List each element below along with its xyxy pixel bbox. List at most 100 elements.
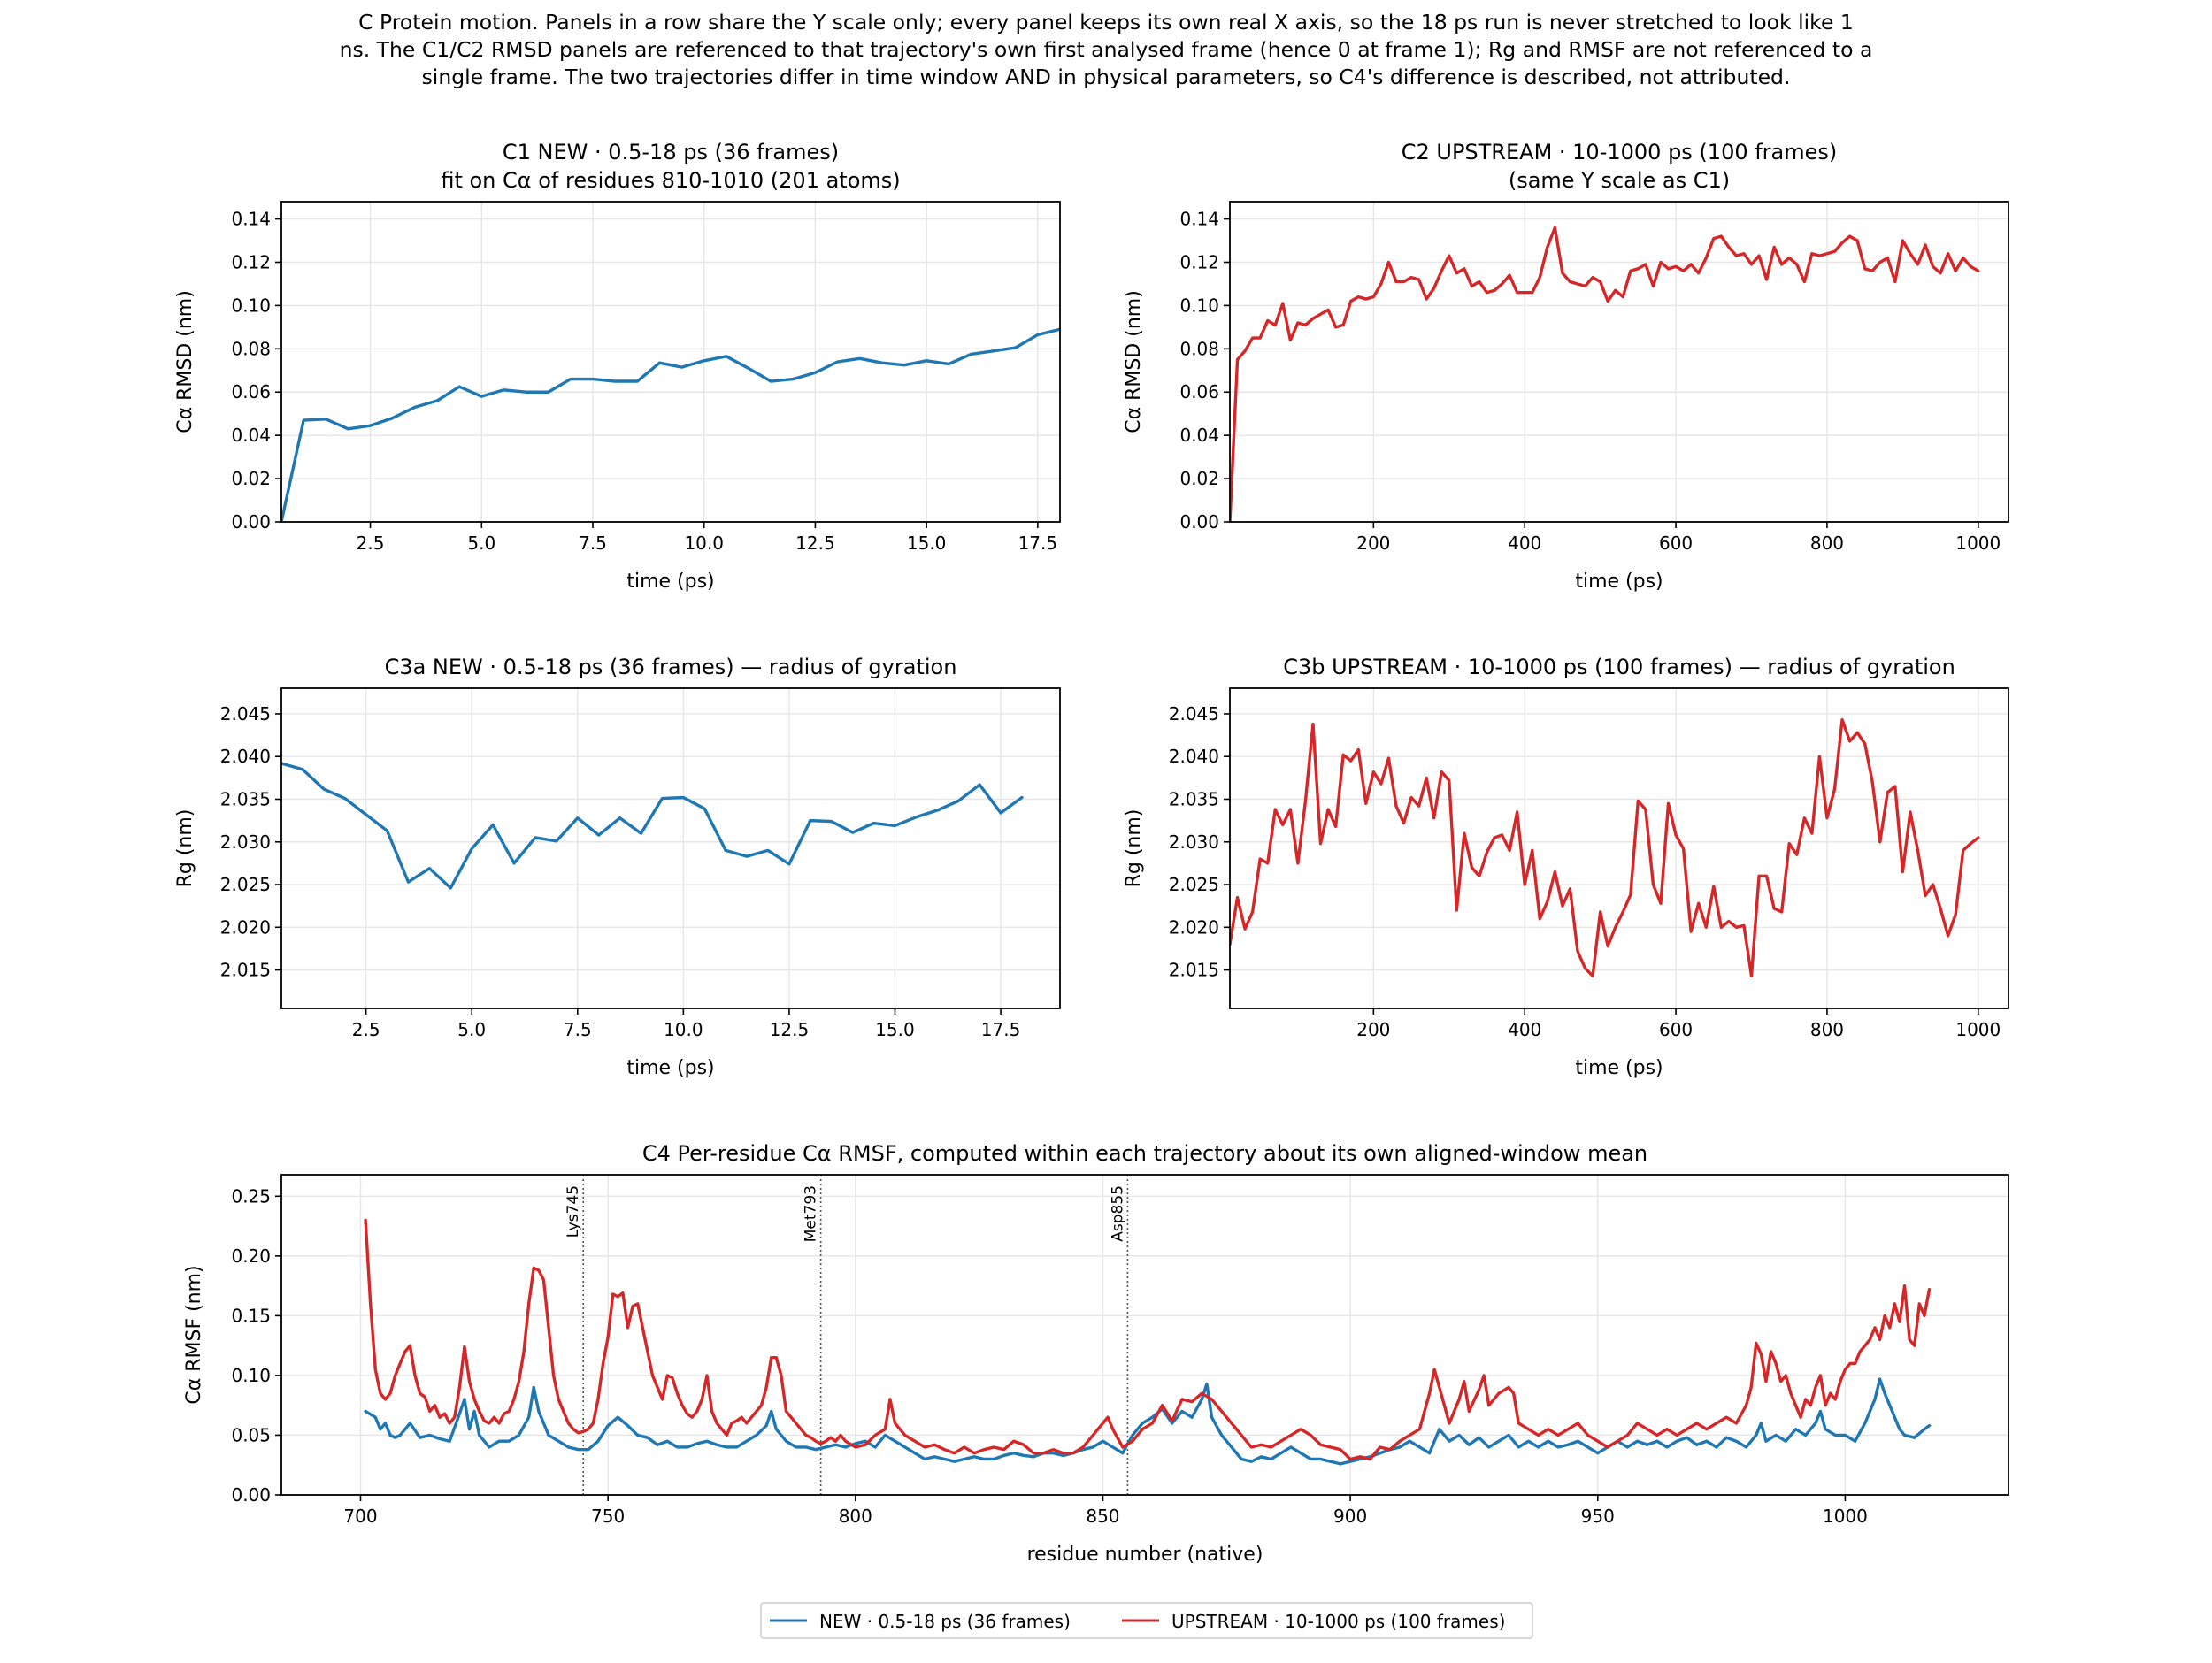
gridlines (281, 1175, 2008, 1496)
panel-c3b: C3b UPSTREAM · 10-1000 ps (100 frames) —… (1123, 655, 2009, 1079)
chart-title: C1 NEW · 0.5-18 ps (36 frames) (503, 140, 839, 165)
x-tick-label: 800 (839, 1506, 872, 1527)
x-axis-label: time (ps) (626, 571, 714, 593)
chart-title: C3a NEW · 0.5-18 ps (36 frames) — radius… (385, 655, 957, 679)
y-tick-label: 0.06 (1179, 381, 1219, 402)
y-tick-label: 0.14 (1179, 209, 1219, 230)
suptitle-line: C Protein motion. Panels in a row share … (358, 10, 1854, 34)
y-tick-label: 0.04 (1179, 425, 1219, 446)
y-tick-label: 0.02 (231, 468, 271, 489)
gridlines (1230, 202, 2008, 523)
legend: NEW · 0.5-18 ps (36 frames) UPSTREAM · 1… (760, 1602, 1533, 1639)
x-tick-label: 900 (1333, 1506, 1367, 1527)
x-tick-label: 7.5 (564, 1019, 592, 1040)
x-tick-label: 10.0 (664, 1019, 703, 1040)
y-tick-label: 0.06 (231, 381, 271, 402)
gridlines (1230, 688, 2008, 1008)
x-tick-label: 15.0 (875, 1019, 915, 1040)
x-tick-label: 800 (1810, 1019, 1844, 1040)
y-tick-label: 2.035 (1169, 788, 1219, 809)
y-tick-label: 2.015 (1169, 960, 1219, 981)
x-tick-label: 5.0 (467, 533, 495, 554)
y-tick-label: 0.14 (231, 209, 271, 230)
y-tick-label: 0.12 (231, 251, 271, 272)
x-tick-label: 600 (1659, 1019, 1693, 1040)
y-tick-label: 0.00 (231, 511, 271, 533)
y-tick-label: 0.04 (231, 425, 271, 446)
y-tick-label: 2.025 (1169, 874, 1219, 895)
y-tick-label: 2.020 (1169, 916, 1219, 938)
series-lines (1230, 226, 1980, 522)
x-tick-label: 1000 (1955, 533, 2001, 554)
chart-title: C3b UPSTREAM · 10-1000 ps (100 frames) —… (1283, 655, 1955, 679)
y-tick-label: 2.045 (220, 703, 271, 724)
y-tick-label: 0.25 (231, 1185, 271, 1207)
plot-frame (280, 1174, 2009, 1496)
x-tick-label: 600 (1659, 533, 1693, 554)
y-tick-label: 2.025 (220, 874, 271, 895)
x-tick-label: 5.0 (457, 1019, 486, 1040)
y-tick-label: 0.08 (231, 338, 271, 359)
reference-line-label: Lys745 (565, 1185, 582, 1238)
panel-c3a: C3a NEW · 0.5-18 ps (36 frames) — radius… (174, 655, 1061, 1079)
y-tick-label: 2.040 (1169, 746, 1219, 767)
y-tick-label: 2.035 (220, 788, 271, 809)
x-tick-label: 17.5 (981, 1019, 1021, 1040)
series-lines (364, 1218, 1932, 1466)
y-tick-label: 0.20 (231, 1245, 271, 1267)
y-tick-label: 2.030 (1169, 832, 1219, 853)
x-tick-label: 10.0 (684, 533, 724, 554)
panel-c1: C1 NEW · 0.5-18 ps (36 frames) fit on Cα… (174, 140, 1061, 593)
series-line-upstream (1230, 226, 1980, 522)
series-line-upstream (1230, 718, 1980, 978)
suptitle-line: single frame. The two trajectories diffe… (421, 65, 1791, 89)
series-line-new (364, 1377, 1932, 1466)
x-tick-label: 700 (343, 1506, 377, 1527)
series-lines (281, 327, 1060, 522)
y-tick-label: 2.015 (220, 960, 271, 981)
x-tick-label: 15.0 (907, 533, 947, 554)
x-tick-label: 750 (591, 1506, 625, 1527)
y-tick-label: 2.030 (220, 832, 271, 853)
plot-frame (280, 687, 1061, 1009)
y-axis-label: Cα RMSD (nm) (1123, 290, 1145, 433)
gridlines (281, 688, 1060, 1008)
x-axis-label: time (ps) (1575, 1057, 1663, 1079)
y-axis-label: Rg (nm) (174, 809, 196, 888)
plot-frame (280, 201, 1061, 523)
x-tick-label: 12.5 (795, 533, 835, 554)
y-tick-label: 0.12 (1179, 251, 1219, 272)
x-axis-label: time (ps) (1575, 571, 1663, 593)
y-tick-label: 0.10 (1179, 295, 1219, 316)
figure-suptitle: C Protein motion. Panels in a row share … (0, 9, 2212, 91)
series-line-upstream (364, 1218, 1932, 1461)
chart-title: C2 UPSTREAM · 10-1000 ps (100 frames) (1402, 140, 1838, 165)
series-lines (1230, 718, 1980, 978)
suptitle-line: ns. The C1/C2 RMSD panels are referenced… (339, 37, 1873, 62)
chart-subtitle: fit on Cα of residues 810-1010 (201 atom… (441, 168, 900, 193)
x-tick-label: 2.5 (352, 1019, 380, 1040)
y-tick-label: 0.10 (231, 295, 271, 316)
y-axis-label: Cα RMSF (nm) (183, 1265, 205, 1404)
legend-label-new: NEW · 0.5-18 ps (36 frames) (819, 1611, 1071, 1632)
y-tick-label: 2.045 (1169, 703, 1219, 724)
y-tick-label: 2.020 (220, 916, 271, 938)
series-line-new (281, 327, 1060, 522)
y-tick-label: 0.00 (231, 1484, 271, 1506)
chart-title: C4 Per-residue Cα RMSF, computed within … (642, 1141, 1647, 1166)
plot-frame (1229, 201, 2009, 523)
y-axis-label: Cα RMSD (nm) (174, 290, 196, 433)
y-tick-label: 2.040 (220, 746, 271, 767)
x-tick-label: 950 (1581, 1506, 1615, 1527)
x-tick-label: 200 (1356, 533, 1390, 554)
y-axis-label: Rg (nm) (1123, 809, 1145, 888)
chart-subtitle: (same Y scale as C1) (1509, 168, 1730, 193)
x-tick-label: 200 (1356, 1019, 1390, 1040)
x-tick-label: 1000 (1823, 1506, 1868, 1527)
x-axis-label: time (ps) (626, 1057, 714, 1079)
reference-line-label: Met793 (803, 1185, 820, 1242)
reference-line-label: Asp855 (1109, 1185, 1126, 1242)
x-tick-label: 2.5 (357, 533, 385, 554)
series-lines (281, 762, 1024, 890)
